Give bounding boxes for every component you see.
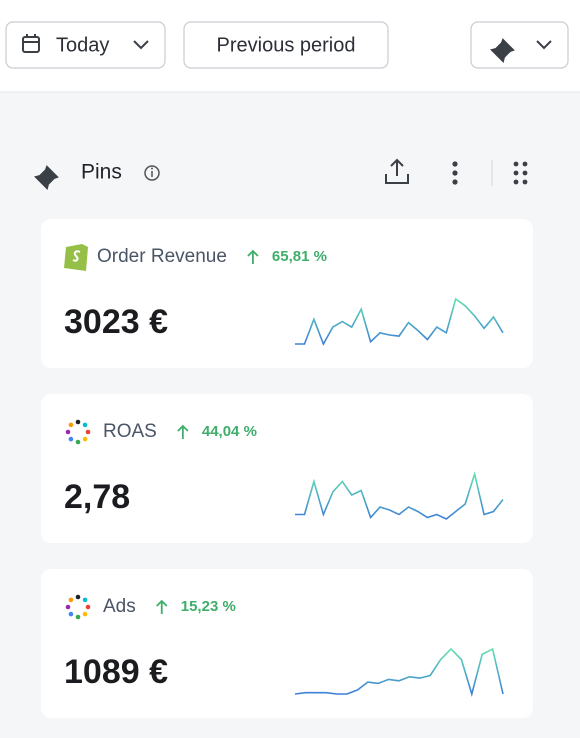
card-title: Ads <box>103 596 136 617</box>
date-button[interactable]: Today <box>5 21 166 69</box>
date-label: Today <box>56 34 109 56</box>
dot <box>65 429 71 435</box>
sparkline <box>295 297 504 346</box>
dot <box>75 594 81 600</box>
source-icon <box>65 594 91 620</box>
sparkline <box>295 470 504 520</box>
compare-label: Previous period <box>217 34 356 56</box>
shopify-icon <box>64 244 88 271</box>
drag-icon[interactable] <box>513 161 528 185</box>
metric-value: 1089 € <box>64 653 168 691</box>
dot <box>65 604 71 610</box>
cards: Order Revenue 65,81 % 3023 € ROAS 44,04 % 2,7… <box>41 219 533 718</box>
dot <box>68 611 74 617</box>
metric-card[interactable]: Order Revenue 65,81 % 3023 € <box>41 219 533 368</box>
compare-button[interactable]: Previous period <box>183 21 389 69</box>
dot <box>85 604 91 610</box>
dot <box>75 439 81 445</box>
more-icon[interactable] <box>452 161 458 185</box>
metric-value: 2,78 <box>64 478 130 516</box>
dot <box>85 429 91 435</box>
up-arrow <box>156 599 168 614</box>
card-bg <box>41 219 533 368</box>
pin-icon <box>34 165 59 190</box>
change: 15,23 % <box>181 598 236 615</box>
info-icon[interactable] <box>144 165 160 181</box>
pin-menu-button[interactable] <box>470 21 569 69</box>
section-title: Pins <box>81 161 122 184</box>
dot <box>68 422 74 428</box>
sparkline <box>294 647 504 697</box>
change: 44,04 % <box>202 423 257 440</box>
bag-s <box>72 250 81 262</box>
source-icon <box>65 419 91 445</box>
card-title: Order Revenue <box>97 246 227 267</box>
dot <box>82 611 88 617</box>
calendar-icon <box>22 34 40 53</box>
chevron <box>133 40 149 50</box>
card-bg <box>41 569 533 718</box>
chevron <box>536 40 552 50</box>
dot <box>75 419 81 425</box>
pin-icon <box>490 38 515 63</box>
up-arrow <box>177 424 189 439</box>
share-icon[interactable] <box>385 158 409 184</box>
dot <box>68 436 74 442</box>
change: 65,81 % <box>272 248 327 265</box>
card-bg <box>41 394 533 543</box>
metric-card[interactable]: ROAS 44,04 % 2,78 <box>41 394 533 543</box>
dot <box>82 597 88 603</box>
pins-header: Pins <box>34 158 528 190</box>
dot <box>82 422 88 428</box>
metric-value: 3023 € <box>64 303 168 341</box>
dot <box>75 614 81 620</box>
dot <box>68 597 74 603</box>
dot <box>82 436 88 442</box>
metric-card[interactable]: Ads 15,23 % 1089 € <box>41 569 533 718</box>
card-title: ROAS <box>103 421 157 442</box>
up-arrow <box>247 249 259 264</box>
